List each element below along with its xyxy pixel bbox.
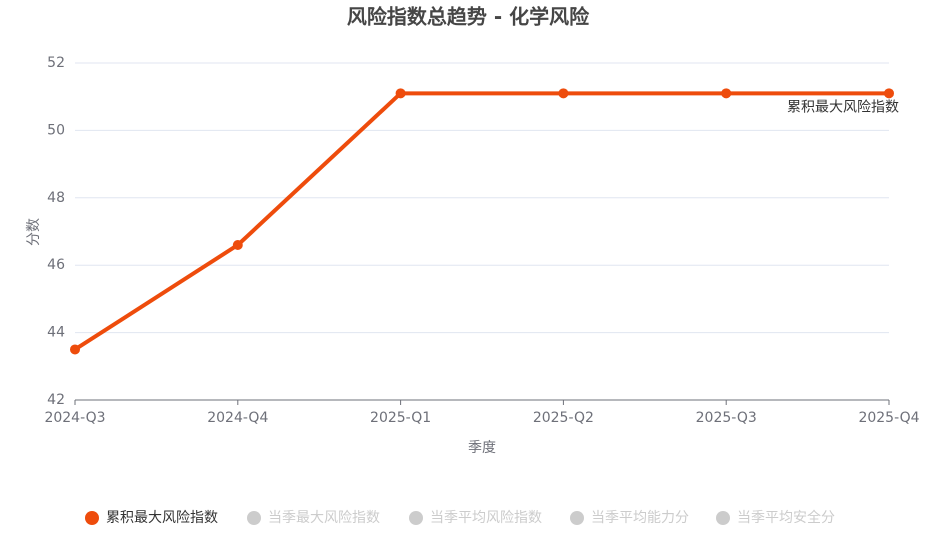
legend-label: 累积最大风险指数 — [106, 510, 218, 526]
legend-swatch — [570, 511, 584, 525]
legend-swatch — [716, 511, 730, 525]
point — [395, 88, 406, 99]
y-tick-label: 52 — [47, 55, 65, 71]
x-tick-label: 2025-Q3 — [696, 410, 757, 426]
point — [70, 344, 80, 355]
legend-item[interactable]: 当季平均能力分 — [570, 510, 689, 526]
y-tick-label: 50 — [47, 122, 65, 138]
legend-swatch — [409, 511, 423, 525]
line — [73, 91, 889, 352]
legend-item[interactable]: 累积最大风险指数 — [85, 510, 218, 526]
legend-label: 当季最大风险指数 — [268, 510, 380, 526]
legend-label: 当季平均安全分 — [737, 509, 835, 526]
y-tick-label: 42 — [47, 392, 65, 408]
legend-item[interactable]: 当季平均安全分 — [716, 509, 835, 526]
legend-label: 当季平均风险指数 — [430, 510, 542, 526]
x-tick-label: 2024-Q4 — [207, 410, 268, 426]
point — [232, 239, 243, 250]
legend-swatch — [247, 511, 261, 525]
y-tick-label: 48 — [47, 190, 65, 206]
chart-title: 风险指数总趋势 - 化学风险 — [347, 5, 590, 29]
legend-item[interactable]: 当季平均风险指数 — [409, 510, 542, 526]
y-tick-label: 44 — [47, 325, 65, 341]
x-tick-label: 2025-Q1 — [370, 410, 431, 426]
legend-label: 当季平均能力分 — [591, 510, 689, 526]
x-tick-label: 2024-Q3 — [44, 410, 105, 426]
point — [884, 88, 894, 99]
point — [558, 88, 569, 99]
legend-item[interactable]: 当季最大风险指数 — [247, 510, 380, 526]
y-tick-label: 46 — [47, 257, 65, 273]
x-tick-label: 2025-Q2 — [533, 410, 594, 426]
x-axis-label: 季度 — [468, 440, 496, 456]
legend-swatch — [85, 511, 99, 525]
x-tick-label: 2025-Q4 — [858, 410, 919, 426]
y-axis-label: 分数 — [26, 218, 42, 246]
point — [721, 88, 732, 99]
series-end-label: 累积最大风险指数 — [787, 99, 899, 115]
